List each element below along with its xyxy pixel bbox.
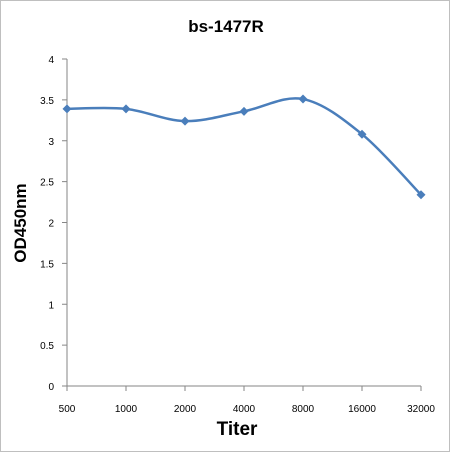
data-point-marker <box>357 129 367 139</box>
y-tick-label: 3.5 <box>40 96 54 107</box>
y-axis-label: OD450nm <box>11 183 30 262</box>
data-point-marker <box>239 106 249 116</box>
y-tick-label: 0.5 <box>40 341 54 352</box>
data-point-marker <box>298 94 308 104</box>
x-axis-label: Titer <box>217 419 258 440</box>
x-tick-label: 32000 <box>407 404 435 415</box>
x-tick-label: 500 <box>59 404 76 415</box>
plot-area: 0 0.5 1 1.5 2 2.5 3 3.5 4 500 1000 2000 4000 8000 1600… <box>40 55 435 415</box>
y-tick-label: 2 <box>48 219 54 230</box>
x-tick-label: 1000 <box>115 404 138 415</box>
chart-title: bs-1477R <box>188 17 264 36</box>
x-tick-label: 2000 <box>174 404 197 415</box>
data-point-marker <box>121 104 131 114</box>
y-tick-label: 3 <box>48 137 54 148</box>
data-point-marker <box>62 104 72 114</box>
data-point-marker <box>416 190 426 200</box>
x-tick-label: 4000 <box>233 404 256 415</box>
x-tick-label: 16000 <box>348 404 376 415</box>
y-tick-label: 4 <box>48 55 54 66</box>
y-tick-label: 1 <box>48 300 54 311</box>
y-tick-label: 0 <box>48 382 54 393</box>
data-point-marker <box>180 116 190 126</box>
x-tick-label: 8000 <box>292 404 315 415</box>
y-tick-label: 1.5 <box>40 259 54 270</box>
y-tick-label: 2.5 <box>40 178 54 189</box>
